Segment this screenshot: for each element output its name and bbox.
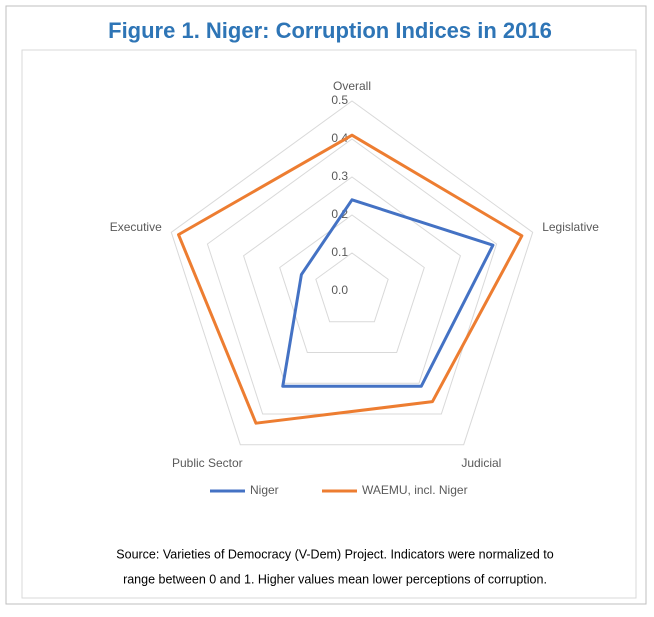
legend-label: WAEMU, incl. Niger bbox=[362, 483, 468, 497]
category-label: Overall bbox=[333, 79, 371, 93]
outer-frame bbox=[5, 5, 647, 605]
r-tick-label: 0.1 bbox=[331, 245, 348, 259]
category-label: Legislative bbox=[542, 220, 599, 234]
r-tick-label: 0.5 bbox=[331, 93, 348, 107]
r-tick-label: 0.3 bbox=[331, 169, 348, 183]
source-line: Source: Varieties of Democracy (V-Dem) P… bbox=[116, 547, 553, 561]
r-tick-label: 0.4 bbox=[331, 131, 348, 145]
category-label: Executive bbox=[110, 220, 162, 234]
chart-title: Figure 1. Niger: Corruption Indices in 2… bbox=[108, 18, 552, 43]
grid-ring bbox=[315, 252, 389, 323]
grid-ring bbox=[206, 138, 498, 415]
category-label: Judicial bbox=[461, 456, 501, 470]
category-label: Public Sector bbox=[172, 456, 243, 470]
grid-ring bbox=[279, 214, 425, 353]
grid-ring bbox=[170, 100, 534, 446]
legend-label: Niger bbox=[250, 483, 279, 497]
series-line bbox=[281, 198, 495, 388]
series-line bbox=[177, 133, 524, 425]
chart-frame bbox=[21, 49, 637, 599]
r-tick-label: 0.0 bbox=[331, 283, 348, 297]
grid-ring bbox=[242, 176, 462, 384]
source-line: range between 0 and 1. Higher values mea… bbox=[123, 572, 547, 586]
